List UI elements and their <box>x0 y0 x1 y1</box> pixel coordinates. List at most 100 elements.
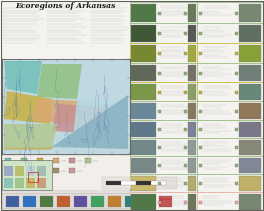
Polygon shape <box>4 147 54 150</box>
Bar <box>2 59 130 154</box>
Bar <box>239 122 261 137</box>
Bar <box>91 196 104 207</box>
Bar <box>21 158 27 163</box>
Bar <box>184 146 187 149</box>
Bar <box>188 4 196 22</box>
Bar <box>37 178 46 188</box>
Bar <box>197 138 263 156</box>
Bar <box>131 84 156 100</box>
Bar <box>131 176 156 191</box>
Bar <box>131 157 156 173</box>
Bar <box>131 24 156 42</box>
Bar <box>199 110 202 112</box>
Bar <box>15 166 24 176</box>
Bar <box>130 101 197 120</box>
Bar <box>188 103 196 119</box>
Bar <box>235 164 238 167</box>
Bar <box>106 181 121 185</box>
Bar <box>158 128 161 131</box>
Bar <box>197 63 263 82</box>
Bar <box>199 200 202 203</box>
Bar <box>121 181 136 185</box>
Bar <box>74 196 87 207</box>
Polygon shape <box>37 64 82 99</box>
Bar <box>197 101 263 120</box>
Bar <box>136 181 151 185</box>
Bar <box>239 193 261 210</box>
Bar <box>15 178 24 188</box>
Polygon shape <box>4 124 57 149</box>
Bar <box>125 196 138 207</box>
Bar <box>188 24 196 42</box>
Bar <box>158 91 161 93</box>
Bar <box>130 43 197 63</box>
Bar <box>158 200 161 203</box>
Bar <box>235 72 238 74</box>
Bar <box>5 168 11 173</box>
Polygon shape <box>47 95 128 150</box>
Bar <box>197 192 263 211</box>
Bar <box>142 196 155 207</box>
Bar <box>131 103 156 119</box>
Bar <box>197 120 263 138</box>
Bar <box>197 43 263 63</box>
Bar <box>130 2 197 23</box>
Polygon shape <box>72 99 128 149</box>
Bar <box>199 146 202 149</box>
Bar <box>53 168 59 173</box>
Bar <box>69 168 75 173</box>
Bar <box>2 155 180 191</box>
Bar <box>235 110 238 112</box>
Bar <box>21 168 27 173</box>
Polygon shape <box>4 91 52 124</box>
Bar <box>85 158 91 163</box>
Bar <box>184 200 187 203</box>
Bar <box>184 52 187 55</box>
Bar <box>130 174 197 192</box>
Bar <box>26 166 35 176</box>
Text: Ecoregions of Arkansas: Ecoregions of Arkansas <box>15 2 115 10</box>
Bar <box>199 91 202 93</box>
Bar <box>151 181 166 185</box>
Bar <box>158 110 161 112</box>
Bar <box>131 45 156 61</box>
Bar <box>158 146 161 149</box>
Bar <box>184 128 187 131</box>
Bar <box>130 120 197 138</box>
Bar <box>158 182 161 185</box>
Bar <box>130 192 197 211</box>
Polygon shape <box>32 99 82 124</box>
Bar <box>235 200 238 203</box>
Bar <box>188 157 196 173</box>
Bar <box>158 164 161 167</box>
Bar <box>188 65 196 81</box>
Bar <box>188 84 196 100</box>
Bar <box>57 196 70 207</box>
Bar <box>184 91 187 93</box>
Bar <box>197 174 263 192</box>
Bar <box>37 166 46 176</box>
Bar <box>53 158 59 163</box>
Bar <box>184 12 187 15</box>
Bar <box>188 139 196 154</box>
Bar <box>37 158 43 163</box>
Bar <box>4 166 13 176</box>
Bar <box>235 146 238 149</box>
Bar <box>26 178 35 188</box>
Bar <box>184 72 187 74</box>
Bar <box>199 182 202 185</box>
Polygon shape <box>4 61 42 94</box>
Bar <box>235 91 238 93</box>
Bar <box>197 156 263 174</box>
Bar <box>188 176 196 191</box>
Bar <box>2 5 180 45</box>
Bar <box>239 45 261 61</box>
Bar <box>131 4 156 22</box>
Bar <box>199 128 202 131</box>
Polygon shape <box>52 104 107 134</box>
Bar <box>239 84 261 100</box>
Bar <box>130 138 197 156</box>
Bar <box>239 176 261 191</box>
Bar <box>69 158 75 163</box>
Bar <box>184 110 187 112</box>
